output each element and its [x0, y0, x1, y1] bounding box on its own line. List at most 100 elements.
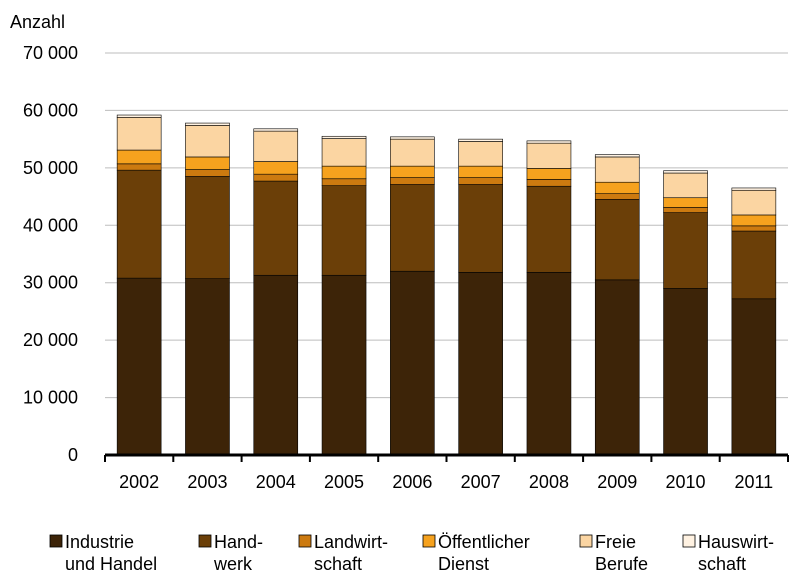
bar-segment: [526, 179, 572, 187]
bar-segment: [663, 172, 708, 199]
bar-segment: [116, 169, 162, 279]
bar-segment: [321, 138, 367, 167]
bar-segment: [526, 272, 572, 456]
legend-swatch: [198, 534, 212, 548]
bar-segment: [321, 135, 367, 139]
bar-segment: [116, 114, 162, 118]
y-tick-label: 10 000: [23, 388, 78, 408]
bar-segment: [458, 165, 503, 178]
bar-segment: [185, 176, 230, 279]
y-tick-label: 20 000: [23, 330, 78, 350]
x-tick-label: 2004: [256, 472, 296, 492]
bar-segment: [185, 169, 230, 177]
bar-segment: [321, 274, 367, 456]
bar-segment: [526, 185, 572, 273]
legend-label: Öffentlicher Dienst: [438, 532, 530, 574]
bar-segment: [390, 177, 435, 185]
bar-segment: [390, 270, 435, 456]
bar-segment: [253, 128, 299, 132]
legend-label: Landwirt-schaft: [314, 532, 388, 574]
bar-segment: [594, 154, 640, 158]
bar-segment: [253, 161, 299, 175]
bar-segment: [390, 184, 435, 272]
x-tick-label: 2011: [734, 472, 773, 492]
x-axis-ticks: 2002 2003 2004 2005 2006 2007 2008 2009 2010 2011: [119, 472, 773, 492]
bar-segment: [731, 230, 777, 300]
legend-swatch: [579, 534, 593, 548]
bar-segment: [253, 180, 299, 276]
legend-item: Hand-werk: [198, 532, 263, 574]
y-tick-label: 40 000: [23, 215, 78, 235]
y-axis-ticks: 0 10 000 20 000 30 000 40 000 50 000 60 000 70 …: [23, 43, 78, 465]
legend-item: Landwirt-schaft: [298, 532, 388, 574]
bar-segment: [116, 117, 162, 151]
bar-segment: [116, 163, 162, 171]
bar-segment: [185, 122, 230, 126]
legend-item: Freie Berufe: [579, 532, 648, 574]
bar-segment: [594, 199, 640, 281]
bar-segment: [731, 187, 777, 191]
bar-segment: [185, 156, 230, 170]
x-tick-label: 2008: [529, 472, 569, 492]
bar-segment: [526, 140, 572, 144]
legend: Industrie und Handel Hand-werk Landwirt-sch…: [49, 532, 774, 574]
x-tick-label: 2002: [119, 472, 159, 492]
legend-swatch: [422, 534, 436, 548]
bar-segment: [663, 197, 708, 208]
x-tick-label: 2006: [392, 472, 432, 492]
bar-segment: [321, 185, 367, 276]
y-tick-label: 50 000: [23, 158, 78, 178]
bar-segment: [185, 278, 230, 456]
legend-label: Industrie und Handel: [65, 532, 157, 574]
bar-segment: [116, 149, 162, 165]
bar-segment: [526, 168, 572, 180]
x-tick-label: 2003: [187, 472, 227, 492]
x-axis: [104, 453, 789, 462]
y-axis-label: Anzahl: [10, 12, 65, 32]
bar-segment: [663, 207, 708, 213]
bar-segment: [594, 156, 640, 183]
bar-segment: [663, 288, 708, 456]
legend-label: Hand-werk: [213, 532, 263, 574]
bar-segment: [663, 212, 708, 289]
bar-segment: [731, 298, 777, 456]
legend-swatch: [682, 534, 696, 548]
bar-segment: [390, 165, 435, 178]
bar-segment: [390, 136, 435, 140]
legend-label: Freie Berufe: [595, 532, 648, 574]
legend-item: Öffentlicher Dienst: [422, 532, 530, 574]
bar-segment: [116, 277, 162, 456]
bar-segment: [663, 170, 708, 174]
bar-segment: [526, 142, 572, 169]
y-tick-label: 70 000: [23, 43, 78, 63]
bar-segment: [594, 181, 640, 194]
bar-segment: [390, 138, 435, 167]
bar-segment: [253, 130, 299, 162]
bar-segment: [253, 274, 299, 456]
y-tick-label: 60 000: [23, 100, 78, 120]
bars: [116, 114, 777, 456]
bar-segment: [458, 272, 503, 456]
x-tick-label: 2005: [324, 472, 364, 492]
legend-item: Hauswirt-schaft: [682, 532, 774, 574]
x-tick-label: 2007: [461, 472, 501, 492]
bar-segment: [321, 165, 367, 180]
bar-segment: [321, 178, 367, 186]
legend-label: Hauswirt-schaft: [698, 532, 774, 574]
bar-segment: [458, 138, 503, 142]
bar-segment: [185, 125, 230, 158]
x-tick-label: 2010: [666, 472, 706, 492]
bar-segment: [253, 173, 299, 182]
legend-item: Industrie und Handel: [49, 532, 157, 574]
bar-segment: [458, 184, 503, 273]
bar-segment: [458, 177, 503, 185]
bar-segment: [458, 141, 503, 167]
bar-segment: [594, 279, 640, 456]
bar-segment: [731, 189, 777, 216]
bar-segment: [731, 225, 777, 232]
legend-swatch: [298, 534, 312, 548]
bar-segment: [731, 214, 777, 227]
y-tick-label: 30 000: [23, 273, 78, 293]
x-tick-label: 2009: [597, 472, 637, 492]
